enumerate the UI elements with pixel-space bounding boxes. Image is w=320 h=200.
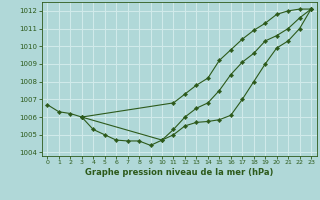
- X-axis label: Graphe pression niveau de la mer (hPa): Graphe pression niveau de la mer (hPa): [85, 168, 273, 177]
